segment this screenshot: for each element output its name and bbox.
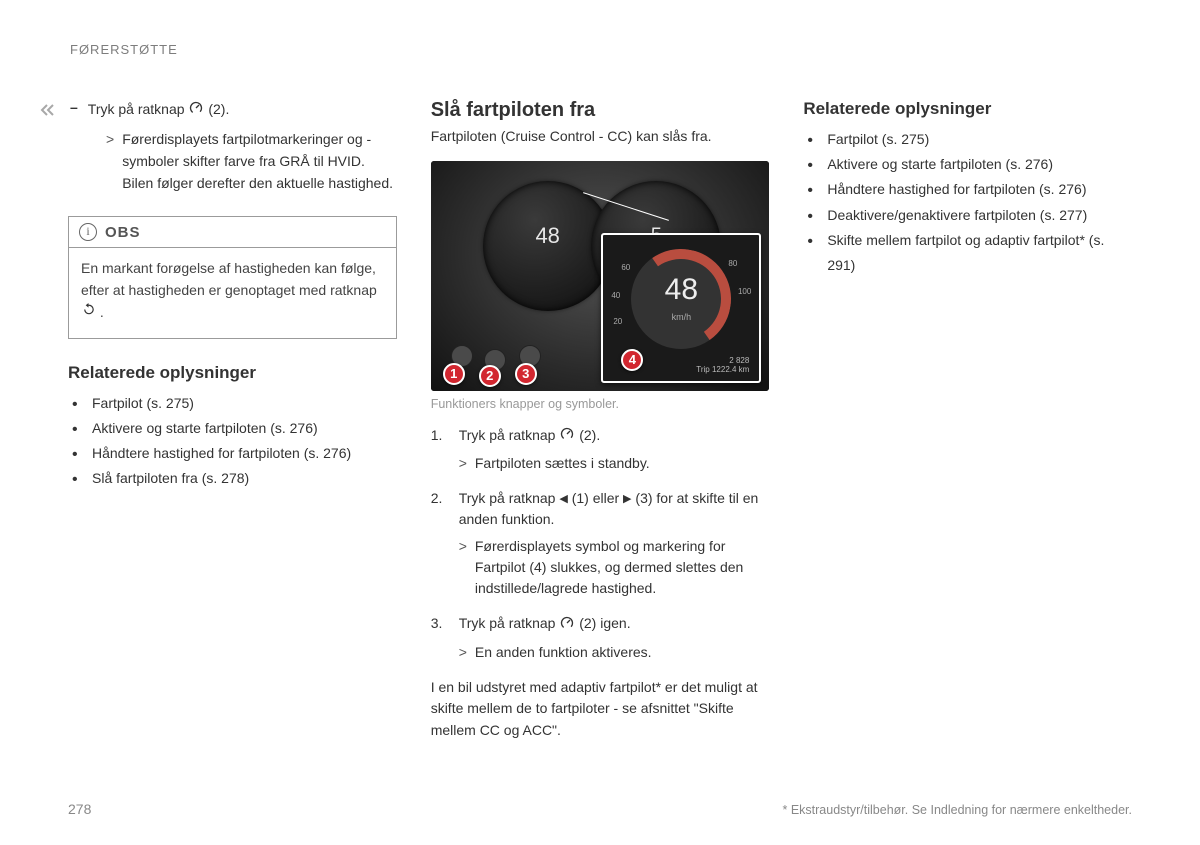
callout-marker-3: 3 [515, 363, 537, 385]
callout-marker-4: 4 [621, 349, 643, 371]
callout-marker-2: 2 [479, 365, 501, 387]
note-box: i OBS En markant forøgelse af hastighede… [68, 216, 397, 339]
tick-label: 100 [738, 287, 751, 296]
column-1: – Tryk på ratknap (2). > Førerdisplayets… [68, 99, 397, 742]
note-body: En markant forøgelse af hastigheden kan … [69, 248, 396, 338]
page-number: 278 [68, 801, 91, 817]
bullet-dash: – [68, 99, 78, 115]
step-result: >Førerdisplayets symbol og markering for… [459, 536, 770, 599]
text-fragment: En markant forøgelse af hastigheden kan … [81, 260, 377, 298]
tick-label: 80 [728, 259, 737, 268]
chapter-header: FØRERSTØTTE [70, 42, 1132, 57]
step-item: Tryk på ratknap (2). >Fartpiloten sættes… [431, 425, 770, 474]
trip-info: 2 828 Trip 1222.4 km [696, 356, 749, 375]
triangle-left-icon: ◀ [559, 493, 567, 505]
speedometer-icon [188, 99, 204, 121]
list-item: Aktivere og starte fartpiloten (s. 276) [72, 416, 397, 441]
instruction-result: > Førerdisplayets fartpilotmarkeringer o… [106, 129, 397, 194]
tail-paragraph: I en bil udstyret med adaptiv fartpilot*… [431, 677, 770, 742]
column-3: Relaterede oplysninger Fartpilot (s. 275… [803, 99, 1132, 742]
tick-label: 60 [621, 263, 630, 272]
note-title: OBS [105, 224, 141, 241]
list-item: Fartpilot (s. 275) [72, 391, 397, 416]
result-marker: > [106, 129, 114, 194]
callout-marker-1: 1 [443, 363, 465, 385]
steps-list: Tryk på ratknap (2). >Fartpiloten sættes… [431, 425, 770, 663]
text-fragment: (1) eller [572, 490, 619, 506]
result-text: Fartpiloten sættes i standby. [475, 453, 650, 474]
inset-speed: 48 [665, 273, 698, 307]
related-list: Fartpilot (s. 275) Aktivere og starte fa… [68, 391, 397, 492]
tick-label: 40 [611, 291, 620, 300]
triangle-right-icon: ▶ [623, 493, 631, 505]
note-header: i OBS [69, 217, 396, 248]
related-list: Fartpilot (s. 275) Aktivere og starte fa… [803, 127, 1132, 278]
list-item: Aktivere og starte fartpiloten (s. 276) [807, 152, 1132, 177]
text-fragment: (2) igen. [579, 615, 630, 631]
result-text: Førerdisplayets fartpilotmarkeringer og … [122, 129, 397, 194]
text-fragment: Tryk på ratknap [459, 615, 556, 631]
continued-icon [40, 103, 56, 119]
text-fragment: (2). [208, 101, 229, 117]
info-icon: i [79, 223, 97, 241]
instruction-text: Tryk på ratknap (2). [88, 99, 397, 121]
inset-unit: km/h [672, 312, 692, 322]
instruction-item: – Tryk på ratknap (2). [68, 99, 397, 121]
step-item: Tryk på ratknap ◀ (1) eller ▶ (3) for at… [431, 488, 770, 599]
text-fragment: (2). [579, 427, 600, 443]
text-fragment: Tryk på ratknap [459, 490, 556, 506]
step-result: >Fartpiloten sættes i standby. [459, 453, 770, 474]
content-columns: – Tryk på ratknap (2). > Førerdisplayets… [68, 99, 1132, 742]
display-inset: 48 km/h 20 40 60 80 100 2 828 Trip 1222.… [601, 233, 761, 383]
text-fragment: Tryk på ratknap [88, 101, 185, 117]
topic-subtitle: Fartpiloten (Cruise Control - CC) kan sl… [431, 126, 770, 147]
result-text: Førerdisplayets symbol og markering for … [475, 536, 769, 599]
related-heading: Relaterede oplysninger [803, 99, 1132, 119]
list-item: Fartpilot (s. 275) [807, 127, 1132, 152]
list-item: Håndtere hastighed for fartpiloten (s. 2… [72, 441, 397, 466]
list-item: Slå fartpiloten fra (s. 278) [72, 466, 397, 491]
step-result: >En anden funktion aktiveres. [459, 642, 770, 663]
tick-label: 20 [613, 317, 622, 326]
related-heading: Relaterede oplysninger [68, 363, 397, 383]
column-2: Slå fartpiloten fra Fartpiloten (Cruise … [431, 99, 770, 742]
speedometer-icon [559, 614, 575, 636]
list-item: Skifte mellem fartpilot og adaptiv fartp… [807, 228, 1132, 278]
step-item: Tryk på ratknap (2) igen. >En anden funk… [431, 613, 770, 662]
dashboard-figure: 48 5 48 km/h 20 40 60 80 100 [431, 161, 770, 391]
gauge-speed: 48 [535, 223, 559, 249]
list-item: Deaktivere/genaktivere fartpiloten (s. 2… [807, 203, 1132, 228]
list-item: Håndtere hastighed for fartpiloten (s. 2… [807, 177, 1132, 202]
figure-caption: Funktioners knapper og symboler. [431, 397, 770, 411]
page-footnote: * Ekstraudstyr/tilbehør. Se Indledning f… [783, 803, 1133, 817]
topic-heading: Slå fartpiloten fra [431, 99, 770, 122]
text-fragment: . [100, 304, 104, 320]
resume-icon [81, 302, 96, 324]
text-fragment: Tryk på ratknap [459, 427, 556, 443]
speedometer-icon [559, 425, 575, 447]
result-text: En anden funktion aktiveres. [475, 642, 652, 663]
